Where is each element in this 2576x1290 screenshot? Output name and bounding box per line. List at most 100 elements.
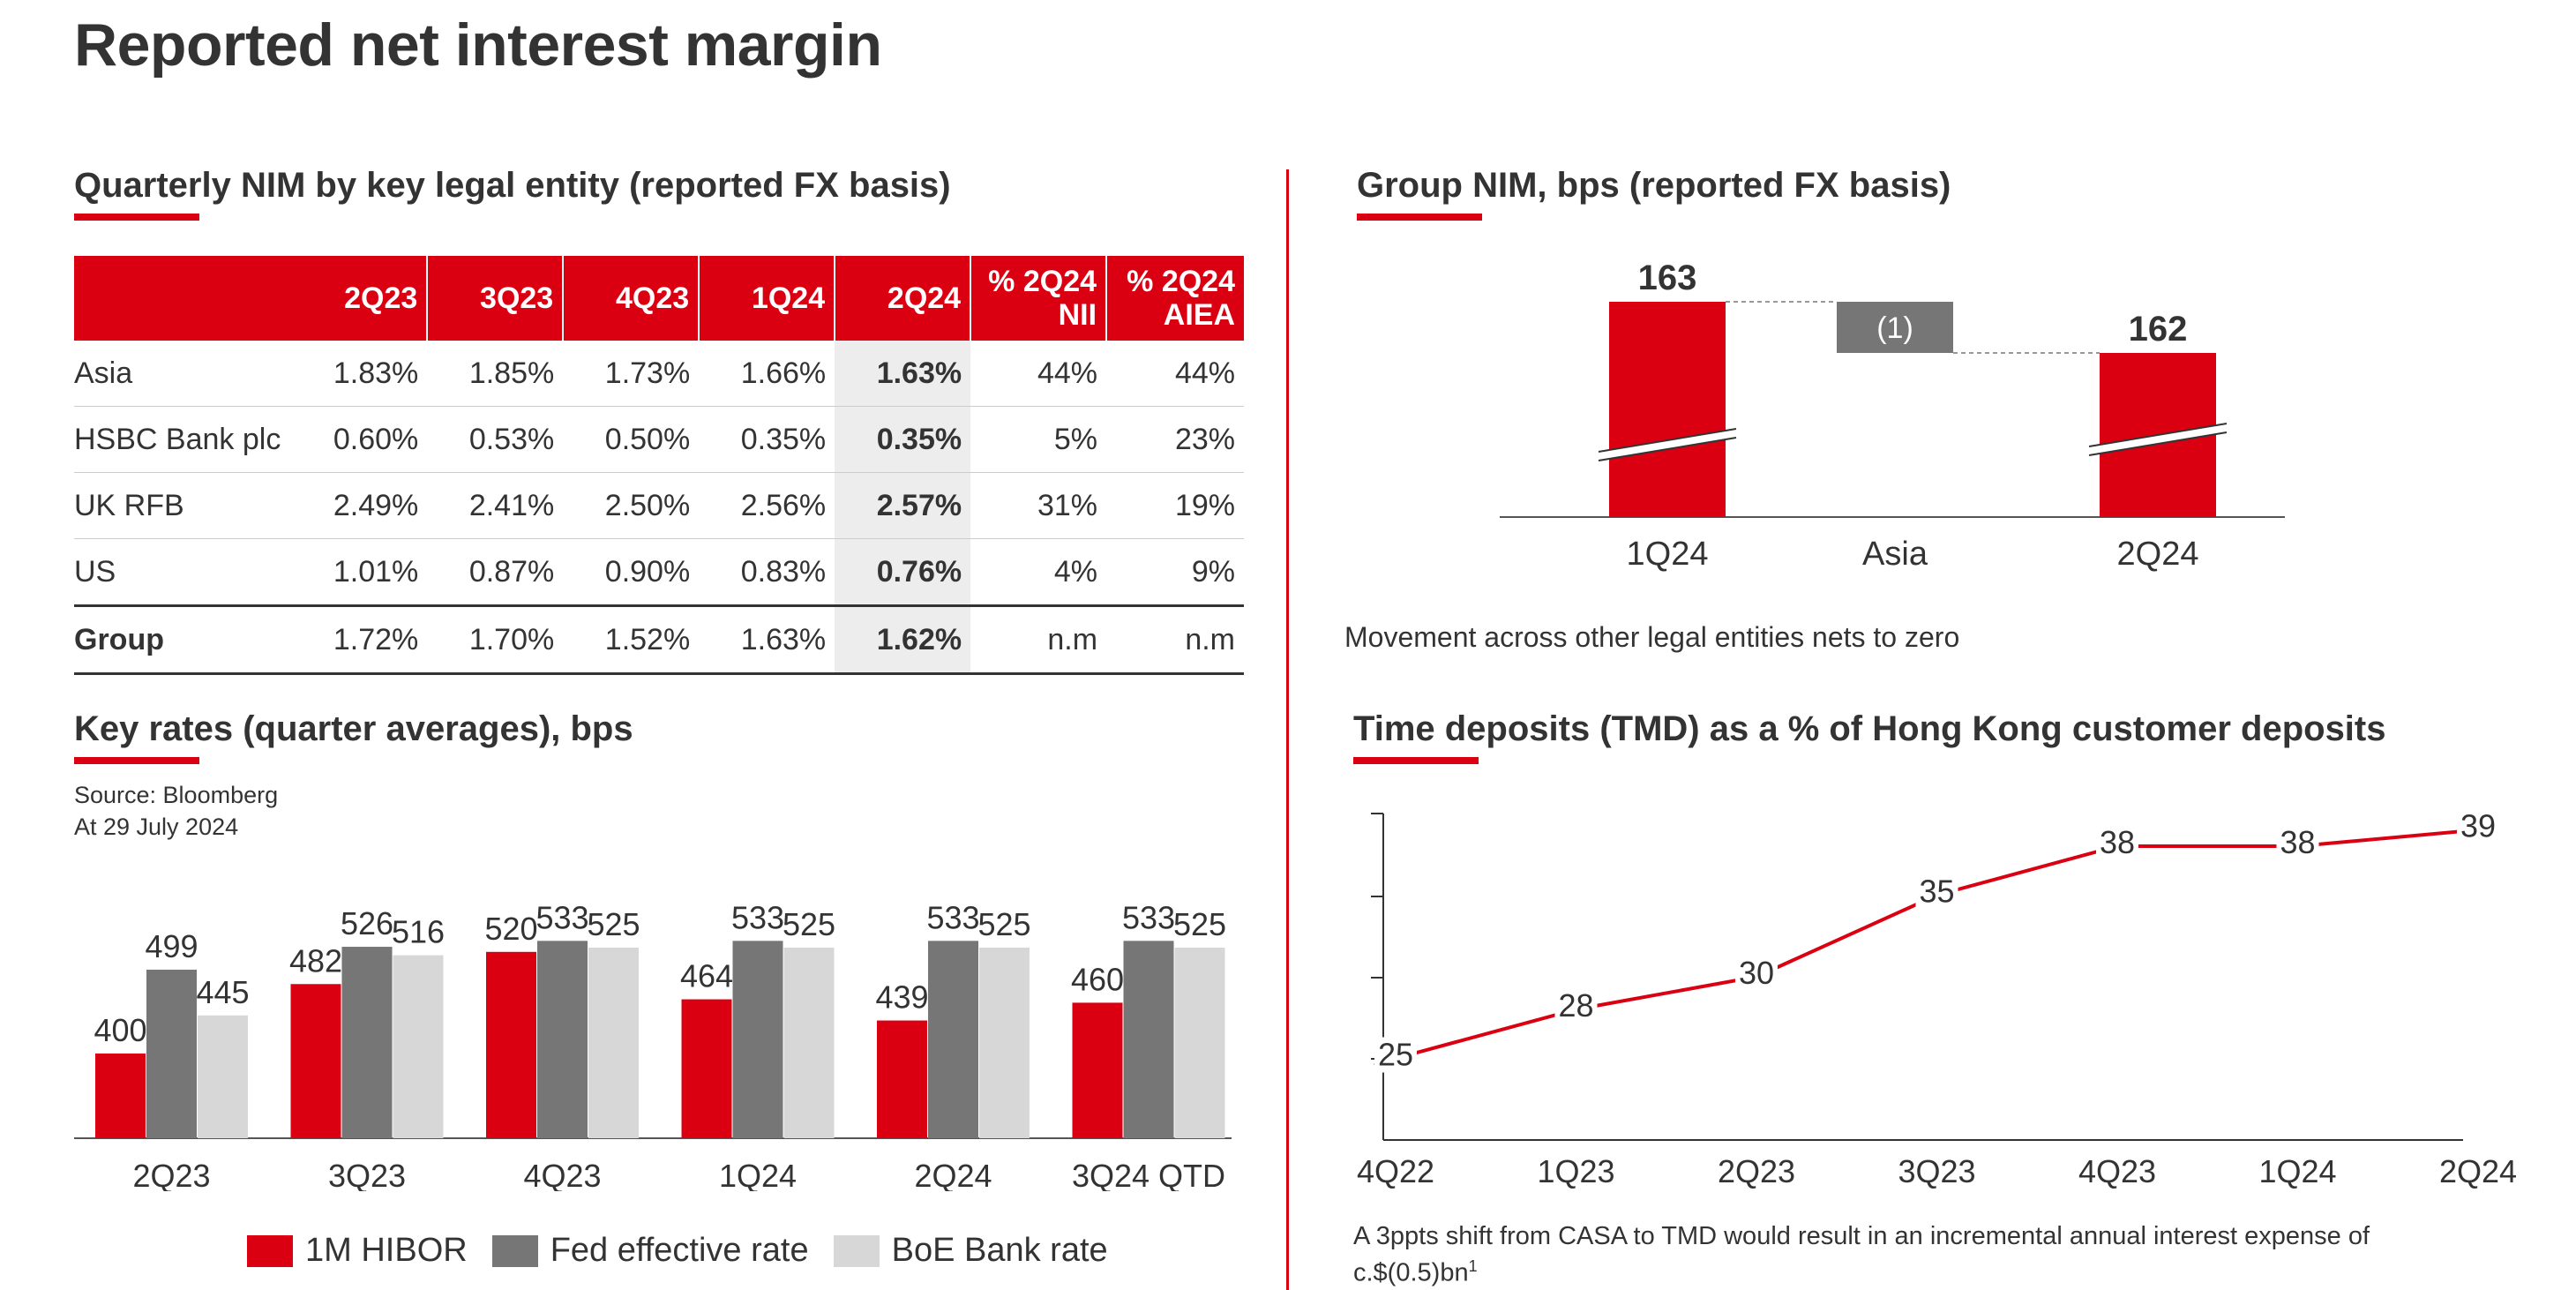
axis-break-line xyxy=(1598,437,1737,461)
table-row: HSBC Bank plc 0.60% 0.53% 0.50% 0.35% 0.35% 5%… xyxy=(74,406,1244,473)
bar-value-label: 439 xyxy=(875,979,928,1016)
table-cell: 4% xyxy=(970,538,1107,606)
legend-label-hibor: 1M HIBOR xyxy=(305,1232,468,1269)
table-cell: 2.49% xyxy=(289,472,428,539)
point-value-label: 38 xyxy=(2100,824,2135,860)
section-divider xyxy=(1286,169,1289,1290)
point-label-bg xyxy=(2096,825,2138,860)
bar-0-1q24 xyxy=(681,999,732,1138)
group-nim-title: Group NIM, bps (reported FX basis) xyxy=(1357,166,1951,205)
table-header-aiea: % 2Q24 AIEA xyxy=(1105,256,1244,341)
table-cell: 44% xyxy=(970,341,1107,407)
table-header-3q23: 3Q23 xyxy=(426,256,564,341)
nii-line-1: % 2Q24 xyxy=(988,265,1097,298)
category-label: 1Q23 xyxy=(1537,1153,1614,1189)
table-cell: 0.76% xyxy=(835,538,971,606)
bar-value-label: 445 xyxy=(196,974,249,1010)
table-cell: 1.66% xyxy=(699,341,835,407)
bar-2-4q23 xyxy=(588,948,639,1138)
bar-value-label: 516 xyxy=(392,914,445,950)
bar-value-label: 533 xyxy=(926,899,979,935)
table-header-4q23: 4Q23 xyxy=(562,256,700,341)
bar-value-label: 460 xyxy=(1071,961,1124,997)
bar-value-label: 520 xyxy=(484,911,537,947)
category-label: 4Q22 xyxy=(1357,1153,1434,1189)
category-label: 3Q23 xyxy=(1898,1153,1975,1189)
legend-swatch-boe xyxy=(833,1234,880,1267)
point-value-label: 28 xyxy=(1558,987,1593,1024)
category-label: 1Q24 xyxy=(719,1158,797,1191)
value-label-asia: (1) xyxy=(1876,311,1913,345)
category-label: 2Q24 xyxy=(914,1158,992,1191)
point-label-bg xyxy=(1374,1037,1417,1073)
row-label: Group xyxy=(74,604,290,675)
table-row: UK RFB 2.49% 2.41% 2.50% 2.56% 2.57% 31% 19% xyxy=(74,472,1244,539)
axis-break-line xyxy=(2088,431,2228,456)
table-cell: 1.01% xyxy=(289,538,428,606)
legend-item-fed: Fed effective rate xyxy=(491,1232,809,1270)
tmd-footnote: A 3ppts shift from CASA to TMD would res… xyxy=(1353,1221,2370,1288)
legend-label-fed: Fed effective rate xyxy=(550,1232,809,1269)
bar-value-label: 499 xyxy=(145,928,198,964)
tmd-underline xyxy=(1353,757,1479,764)
bar-0-4q23 xyxy=(486,951,536,1138)
bar-0-2q23 xyxy=(95,1054,146,1138)
axis-break-line xyxy=(2088,423,2228,447)
point-label-bg xyxy=(2457,808,2499,844)
table-cell: 1.73% xyxy=(563,341,700,407)
category-label: 4Q23 xyxy=(523,1158,601,1191)
value-label-1q24: 163 xyxy=(1638,259,1697,297)
row-label: HSBC Bank plc xyxy=(74,406,290,473)
table-cell: 0.35% xyxy=(699,406,835,473)
category-label: 2Q24 xyxy=(2117,536,2199,573)
tmd-footnote-line-1: A 3ppts shift from CASA to TMD would res… xyxy=(1353,1222,2370,1250)
row-label: US xyxy=(74,538,290,606)
axis-break-mark xyxy=(1599,429,1736,461)
table-cell: 0.53% xyxy=(427,406,564,473)
tmd-title: Time deposits (TMD) as a % of Hong Kong … xyxy=(1353,709,2386,748)
table-cell: 23% xyxy=(1106,406,1244,473)
table-body: Asia 1.83% 1.85% 1.73% 1.66% 1.63% 44% 44% HSBC … xyxy=(74,341,1244,675)
key-rates-underline xyxy=(74,757,199,764)
axis-break-mark xyxy=(2089,424,2227,455)
table-cell: 1.85% xyxy=(427,341,564,407)
point-value-label: 38 xyxy=(2280,824,2315,860)
bar-2-2q24 xyxy=(979,948,1030,1138)
bar-value-label: 525 xyxy=(1173,906,1226,942)
point-label-bg xyxy=(1915,874,1958,910)
bar-value-label: 525 xyxy=(977,906,1030,942)
legend-swatch-hibor xyxy=(247,1234,293,1267)
bar-value-label: 533 xyxy=(1122,899,1175,935)
tmd-series-line xyxy=(1374,828,2479,1068)
row-label: UK RFB xyxy=(74,472,290,539)
table-cell: 31% xyxy=(970,472,1107,539)
point-value-label: 25 xyxy=(1378,1037,1413,1073)
tmd-line-chart: 25 28 30 35 38 38 39 4Q22 1Q23 2Q23 3Q23 4Q23 1Q24 2Q… xyxy=(1357,808,2517,1190)
table-cell: 1.52% xyxy=(563,604,700,675)
tmd-footnote-sup: 1 xyxy=(1468,1257,1478,1275)
table-header-2q23: 2Q23 xyxy=(289,256,428,341)
table-cell: 0.90% xyxy=(563,538,700,606)
bar-asia xyxy=(1837,302,1953,353)
point-value-label: 39 xyxy=(2460,808,2496,844)
bar-1q24 xyxy=(1609,302,1726,517)
group-nim-underline xyxy=(1357,214,1482,221)
table-cell: 19% xyxy=(1106,472,1244,539)
table-cell: 5% xyxy=(970,406,1107,473)
bar-2-2q23 xyxy=(198,1015,248,1138)
table-cell: 0.35% xyxy=(835,406,971,473)
nii-line-2: NII xyxy=(1058,298,1097,332)
bar-value-label: 526 xyxy=(341,905,393,941)
bar-0-3q23 xyxy=(290,984,341,1138)
bar-0-3q24-qtd xyxy=(1072,1002,1123,1138)
bar-2-1q24 xyxy=(783,948,835,1138)
group-nim-footnote: Movement across other legal entities net… xyxy=(1344,621,1960,653)
table-header-nii: % 2Q24 NII xyxy=(970,256,1107,341)
table-cell: 1.62% xyxy=(835,604,971,675)
aiea-line-1: % 2Q24 xyxy=(1127,265,1235,298)
bar-1-2q24 xyxy=(928,941,978,1138)
table-cell: 2.57% xyxy=(835,472,971,539)
table-cell: 0.87% xyxy=(427,538,564,606)
table-cell: 1.70% xyxy=(427,604,564,675)
table-cell: 44% xyxy=(1106,341,1244,407)
